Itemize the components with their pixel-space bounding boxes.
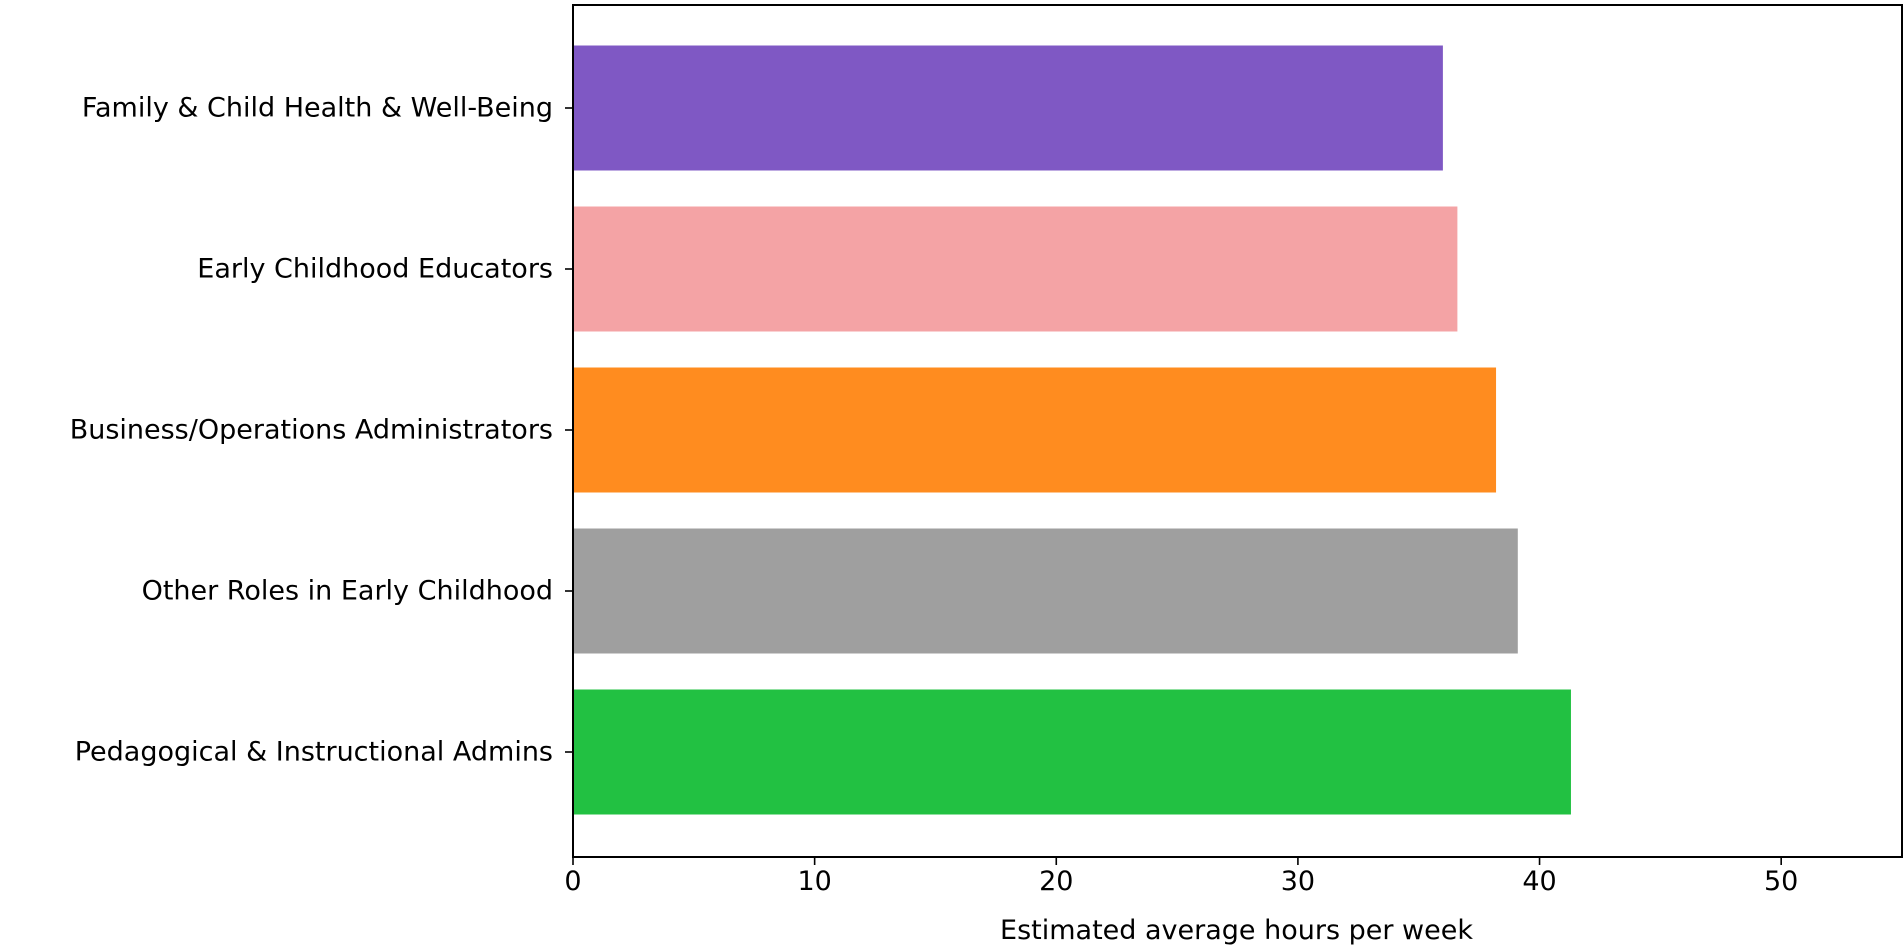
y-tick-label: Family & Child Health & Well-Being	[82, 93, 553, 124]
x-tick-label: 10	[797, 866, 831, 897]
bar-1	[573, 45, 1443, 171]
ticks-group: Family & Child Health & Well-Being Early …	[70, 93, 1799, 898]
y-tick-label: Early Childhood Educators	[197, 254, 553, 285]
x-tick-label: 40	[1522, 866, 1556, 897]
bar-2	[573, 206, 1458, 332]
y-tick-label: Other Roles in Early Childhood	[142, 576, 553, 607]
bar-5	[573, 689, 1571, 815]
bar-4	[573, 528, 1518, 654]
x-axis-title: Estimated average hours per week	[1000, 915, 1473, 946]
bars-group	[573, 45, 1571, 815]
bar-3	[573, 367, 1497, 493]
x-tick-label: 20	[1039, 866, 1073, 897]
x-tick-label: 30	[1281, 866, 1315, 897]
x-tick-label: 50	[1764, 866, 1798, 897]
plot-frame	[572, 4, 1903, 858]
y-tick-label: Pedagogical & Instructional Admins	[75, 737, 553, 768]
x-tick-label: 0	[564, 866, 581, 897]
axes-group	[572, 4, 1903, 858]
y-tick-label: Business/Operations Administrators	[70, 415, 553, 446]
